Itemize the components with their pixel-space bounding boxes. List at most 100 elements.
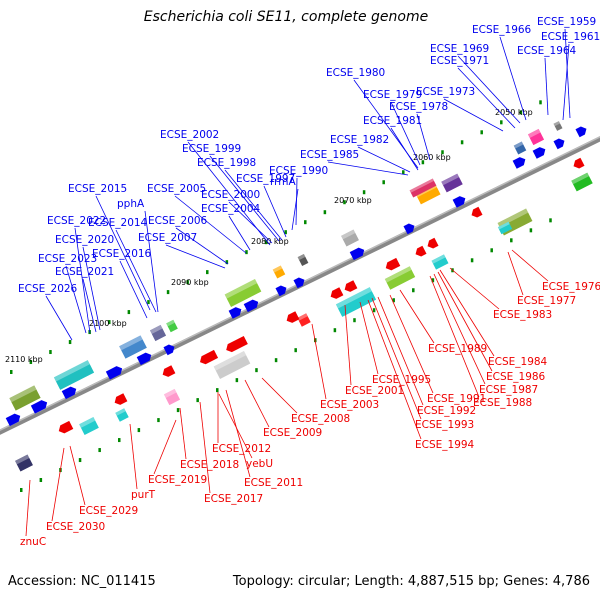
scale-tick	[412, 288, 415, 293]
gene-arrow	[403, 223, 415, 235]
forward-gene-label: ECSE_2002	[160, 129, 219, 141]
gene-arrow	[61, 386, 77, 400]
gene-arrow	[553, 138, 565, 150]
scale-tick	[549, 218, 552, 223]
scale-label: 2070 kbp	[334, 196, 372, 205]
reverse-gene-label: ECSE_1976	[542, 281, 600, 293]
scale-tick	[421, 160, 425, 165]
scale-tick	[431, 278, 435, 283]
forward-gene-label: ECSE_1961	[541, 31, 600, 43]
forward-gene-leader	[228, 215, 251, 251]
scale-tick	[196, 398, 199, 403]
gene-block-fill	[384, 266, 416, 290]
gene-block-fill	[415, 183, 441, 205]
scale-tick	[68, 340, 72, 345]
reverse-gene-label: znuC	[20, 536, 46, 548]
forward-gene-block	[341, 229, 359, 247]
forward-gene-leader	[82, 246, 101, 331]
gene-arrow	[5, 413, 21, 427]
gene-block-fill	[79, 417, 99, 435]
gene-block-shine	[341, 229, 356, 240]
forward-gene-leader	[95, 195, 151, 311]
reverse-gene-label: ECSE_1986	[486, 371, 546, 383]
gene-arrow	[163, 344, 175, 356]
reverse-gene-label: ECSE_1991	[427, 393, 486, 405]
scale-tick	[108, 320, 111, 325]
scale-tick	[137, 428, 141, 433]
forward-gene-leader	[165, 244, 226, 269]
topology-label: Topology: circular; Length: 4,887,515 bp…	[232, 574, 590, 589]
reverse-gene-block	[497, 221, 513, 235]
scale-tick	[333, 328, 337, 333]
gene-block-fill	[163, 388, 181, 406]
forward-gene-leader	[327, 161, 409, 176]
scale-tick	[284, 230, 287, 235]
map-title: Escherichia coli SE11, complete genome	[143, 9, 429, 25]
forward-gene-block	[272, 265, 286, 279]
reverse-gene-leader	[179, 407, 187, 460]
gene-arrow	[162, 365, 176, 377]
scale-label: 2100 kbp	[89, 319, 127, 328]
reverse-gene-label: ECSE_2011	[244, 477, 303, 489]
forward-gene-leader	[65, 265, 87, 334]
gene-block-shine	[431, 254, 446, 264]
gene-block-fill	[115, 408, 129, 422]
gene-arrow	[226, 335, 248, 353]
scale-tick	[470, 258, 474, 263]
scale-tick	[49, 350, 52, 355]
reverse-gene-leader	[389, 294, 434, 394]
scale-tick	[480, 130, 483, 135]
forward-gene-label: ECSE_1973	[416, 86, 475, 98]
forward-gene-leader	[119, 260, 148, 319]
reverse-gene-label: yebU	[246, 458, 273, 470]
scale-tick	[206, 270, 209, 275]
forward-gene-label: ECSE_2014	[88, 217, 148, 229]
gene-arrow	[415, 245, 427, 257]
reverse-gene-leader	[344, 304, 352, 386]
forward-gene-label: ECSE_1966	[472, 24, 532, 36]
gene-block-fill	[272, 265, 286, 279]
scale-tick	[157, 418, 160, 423]
scale-tick	[294, 348, 297, 353]
reverse-gene-label: purT	[131, 489, 156, 501]
gene-arrow	[136, 352, 152, 366]
reverse-gene-label: ECSE_1994	[415, 439, 475, 451]
reverse-gene-label: ECSE_2001	[345, 385, 404, 397]
forward-gene-label: ECSE_2016	[92, 248, 152, 260]
forward-gene-label: pphA	[117, 198, 145, 210]
forward-gene-leader	[562, 43, 570, 121]
reverse-gene-label: ECSE_2030	[46, 521, 105, 533]
scale-tick	[20, 488, 23, 492]
scale-tick	[98, 448, 101, 453]
gene-block-shine	[297, 313, 308, 321]
reverse-gene-label: ECSE_1995	[372, 374, 431, 386]
gene-arrow	[58, 420, 74, 434]
reverse-gene-label: ECSE_2009	[263, 427, 322, 439]
reverse-gene-label: ECSE_1988	[473, 397, 532, 409]
gene-block-shine	[409, 178, 434, 193]
reverse-gene-label: ECSE_1984	[488, 356, 548, 368]
forward-gene-leader	[564, 28, 571, 119]
gene-block-fill	[553, 121, 563, 131]
forward-gene-label: ECSE_1959	[537, 16, 596, 28]
forward-gene-leader	[357, 146, 411, 173]
gene-arrow	[228, 307, 242, 319]
gene-block-fill	[513, 141, 527, 155]
reverse-gene-leader	[218, 393, 253, 459]
scale-label: 2110 kbp	[5, 355, 43, 364]
gene-block-shine	[213, 351, 247, 371]
reverse-gene-leader	[261, 377, 298, 414]
forward-gene-label: ECSE_1998	[197, 157, 256, 169]
scale-tick	[392, 298, 395, 303]
forward-gene-leader	[457, 67, 516, 129]
gene-arrow	[243, 299, 259, 313]
scale-tick	[10, 370, 13, 374]
forward-gene-label: ECSE_1979	[363, 89, 422, 101]
reverse-gene-label: ECSE_1993	[415, 419, 474, 431]
gene-block-shine	[9, 385, 37, 403]
scale-tick	[460, 140, 464, 145]
scale-tick	[39, 478, 43, 483]
scale-tick	[402, 170, 405, 175]
scale-tick	[372, 308, 376, 313]
